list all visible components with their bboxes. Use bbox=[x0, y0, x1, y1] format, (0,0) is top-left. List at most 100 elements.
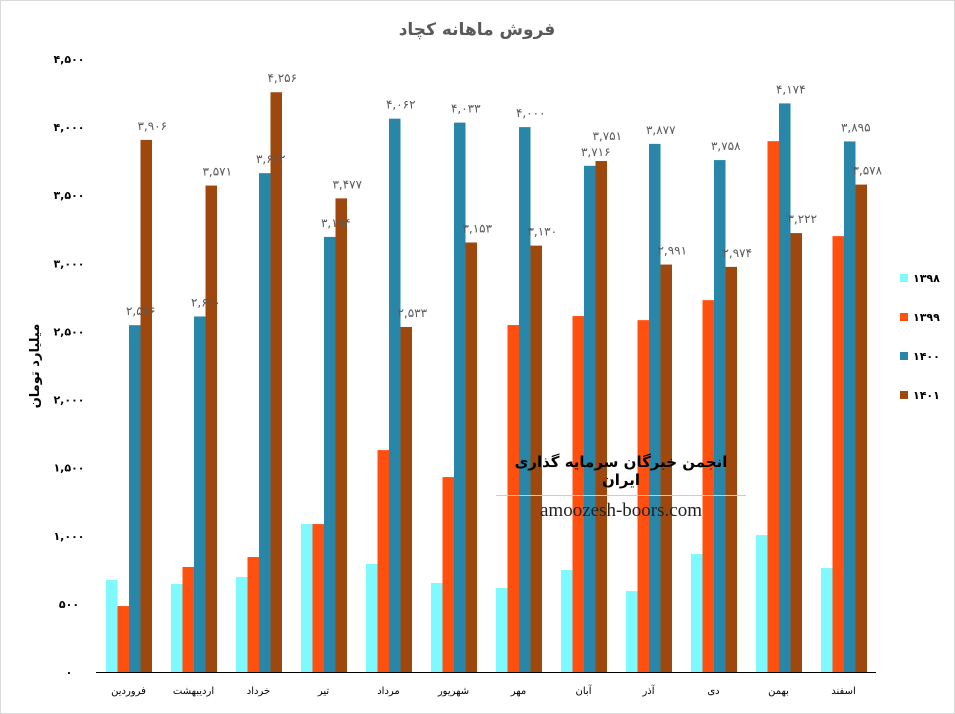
data-label: ۴,۱۷۴ bbox=[776, 82, 806, 96]
bar bbox=[442, 477, 454, 672]
y-tick-label: ۱,۵۰۰ bbox=[53, 462, 84, 475]
data-label: ۳,۲۲۲ bbox=[787, 212, 817, 226]
bar bbox=[561, 569, 573, 672]
bar bbox=[584, 165, 596, 672]
bar bbox=[431, 583, 443, 672]
x-tick-label: فروردین bbox=[111, 686, 146, 697]
legend-swatch bbox=[900, 352, 908, 360]
watermark-url: amoozesh-boors.com bbox=[496, 495, 746, 522]
data-label: ۳,۸۹۵ bbox=[841, 120, 871, 134]
data-label: ۲,۵۳۳ bbox=[397, 306, 427, 320]
legend-label: ۱۳۹۹ bbox=[913, 311, 940, 324]
legend-swatch bbox=[900, 391, 908, 399]
bar bbox=[324, 236, 336, 672]
bar bbox=[702, 300, 714, 672]
x-tick-label: آبان bbox=[576, 684, 593, 697]
bar bbox=[637, 320, 649, 672]
data-label: ۴,۲۵۶ bbox=[267, 71, 297, 85]
bar bbox=[714, 160, 726, 672]
bar bbox=[595, 161, 607, 672]
bar bbox=[247, 557, 259, 672]
x-tick-label: شهریور bbox=[437, 686, 469, 697]
bar bbox=[660, 264, 672, 672]
bar bbox=[129, 325, 141, 672]
y-tick-label: ۴,۰۰۰ bbox=[53, 121, 84, 134]
bar bbox=[844, 141, 856, 673]
data-label: ۴,۰۳۳ bbox=[451, 102, 481, 116]
bar bbox=[767, 141, 779, 673]
bar bbox=[649, 143, 661, 672]
bar bbox=[519, 127, 531, 673]
bar bbox=[400, 326, 412, 672]
data-label: ۳,۵۷۸ bbox=[852, 164, 882, 178]
bar bbox=[496, 587, 508, 672]
watermark-title: انجمن خبرگان سرمایه گذاری ایران bbox=[514, 453, 728, 489]
x-tick-label: مرداد bbox=[377, 686, 400, 697]
bar bbox=[366, 563, 378, 672]
data-label: ۳,۶۶۲ bbox=[256, 152, 286, 166]
bar bbox=[335, 198, 347, 672]
bar bbox=[182, 566, 194, 672]
legend-swatch bbox=[900, 313, 908, 321]
y-axis-label: میلیارد تومان bbox=[28, 324, 43, 409]
bar bbox=[140, 139, 152, 672]
y-tick-label: ۵۰۰ bbox=[59, 598, 79, 611]
data-label: ۴,۰۶۲ bbox=[386, 98, 416, 112]
bar bbox=[205, 185, 217, 672]
bar bbox=[377, 450, 389, 672]
bar bbox=[171, 584, 183, 672]
y-tick-label: ۴,۵۰۰ bbox=[53, 53, 84, 66]
x-tick-label: آذر bbox=[641, 684, 655, 697]
bar bbox=[259, 173, 271, 672]
data-label: ۳,۸۷۷ bbox=[646, 123, 676, 137]
bar bbox=[507, 325, 519, 672]
legend-label: ۱۴۰۰ bbox=[913, 350, 940, 363]
x-tick-label: بهمن bbox=[768, 686, 789, 697]
bar bbox=[756, 535, 768, 672]
bar bbox=[855, 184, 867, 672]
chart-title: فروش ماهانه کچاد bbox=[399, 20, 556, 40]
bar bbox=[821, 568, 833, 672]
y-tick-label: ۰ bbox=[66, 666, 73, 679]
data-label: ۳,۱۵۳ bbox=[462, 221, 492, 235]
y-tick-label: ۳,۵۰۰ bbox=[53, 189, 84, 202]
y-tick-label: ۱,۰۰۰ bbox=[53, 530, 84, 543]
x-tick-label: خرداد bbox=[247, 686, 270, 697]
data-label: ۳,۹۰۶ bbox=[137, 119, 167, 133]
x-tick-label: مهر bbox=[510, 686, 526, 697]
data-label: ۳,۷۵۱ bbox=[592, 129, 622, 143]
legend-swatch bbox=[900, 274, 908, 282]
bar bbox=[725, 266, 737, 672]
data-label: ۳,۴۷۷ bbox=[332, 177, 362, 191]
bar bbox=[389, 118, 401, 672]
bar bbox=[301, 524, 313, 672]
bar bbox=[832, 236, 844, 673]
bar bbox=[106, 580, 118, 672]
bar bbox=[117, 606, 129, 672]
data-label: ۳,۷۱۶ bbox=[581, 145, 611, 159]
legend-label: ۱۳۹۸ bbox=[913, 272, 940, 285]
bar bbox=[270, 92, 282, 672]
y-tick-label: ۲,۵۰۰ bbox=[53, 325, 84, 338]
data-label: ۳,۵۷۱ bbox=[202, 165, 232, 179]
data-label: ۳,۱۹۴ bbox=[321, 216, 351, 230]
y-tick-label: ۲,۰۰۰ bbox=[53, 394, 84, 407]
x-tick-label: دی bbox=[707, 686, 719, 697]
bar bbox=[779, 103, 791, 672]
bar bbox=[312, 524, 324, 672]
bar bbox=[454, 122, 466, 672]
watermark: انجمن خبرگان سرمایه گذاری ایران amoozesh… bbox=[496, 453, 746, 522]
legend-label: ۱۴۰۱ bbox=[913, 389, 940, 402]
x-tick-label: اردیبهشت bbox=[173, 686, 214, 697]
x-tick-label: تیر bbox=[317, 686, 330, 697]
bar bbox=[626, 591, 638, 672]
x-tick-label: اسفند bbox=[831, 686, 855, 697]
bar bbox=[194, 316, 206, 672]
bar bbox=[691, 554, 703, 672]
bar bbox=[530, 245, 542, 672]
data-label: ۴,۰۰۰ bbox=[516, 106, 546, 120]
bar bbox=[572, 316, 584, 672]
data-label: ۲,۹۹۱ bbox=[657, 244, 687, 258]
